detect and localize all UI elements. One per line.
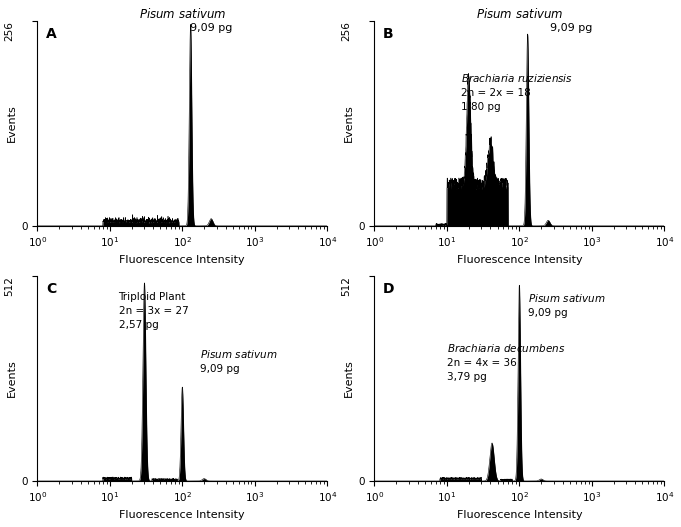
- Text: 9,09 pg: 9,09 pg: [550, 23, 592, 33]
- X-axis label: Fluorescence Intensity: Fluorescence Intensity: [119, 255, 245, 265]
- Title: $\it{Pisum\ sativum}$: $\it{Pisum\ sativum}$: [139, 7, 226, 21]
- Text: 9,09 pg: 9,09 pg: [190, 23, 232, 33]
- Y-axis label: Events: Events: [344, 359, 354, 397]
- Title: $\it{Pisum\ sativum}$: $\it{Pisum\ sativum}$: [475, 7, 563, 21]
- Text: $\it{Pisum\ sativum}$
9,09 pg: $\it{Pisum\ sativum}$ 9,09 pg: [528, 292, 605, 318]
- Text: A: A: [46, 27, 57, 41]
- X-axis label: Fluorescence Intensity: Fluorescence Intensity: [456, 510, 582, 520]
- Text: D: D: [383, 282, 394, 296]
- Text: 512: 512: [341, 276, 351, 296]
- Text: 256: 256: [4, 21, 14, 41]
- Text: 256: 256: [341, 21, 351, 41]
- Text: $\it{Brachiaria\ decumbens}$
2n = 4x = 36
3,79 pg: $\it{Brachiaria\ decumbens}$ 2n = 4x = 3…: [447, 341, 565, 382]
- Text: 512: 512: [4, 276, 14, 296]
- X-axis label: Fluorescence Intensity: Fluorescence Intensity: [456, 255, 582, 265]
- Y-axis label: Events: Events: [344, 104, 354, 142]
- Text: $\it{Pisum\ sativum}$
9,09 pg: $\it{Pisum\ sativum}$ 9,09 pg: [200, 348, 277, 374]
- Text: B: B: [383, 27, 394, 41]
- Text: C: C: [46, 282, 57, 296]
- X-axis label: Fluorescence Intensity: Fluorescence Intensity: [119, 510, 245, 520]
- Text: Triploid Plant
2n = 3x = 27
2,57 pg: Triploid Plant 2n = 3x = 27 2,57 pg: [118, 292, 188, 330]
- Y-axis label: Events: Events: [7, 104, 17, 142]
- Y-axis label: Events: Events: [7, 359, 17, 397]
- Text: $\it{Brachiaria\ ruziziensis}$
2n = 2x = 18
1,80 pg: $\it{Brachiaria\ ruziziensis}$ 2n = 2x =…: [461, 72, 573, 112]
